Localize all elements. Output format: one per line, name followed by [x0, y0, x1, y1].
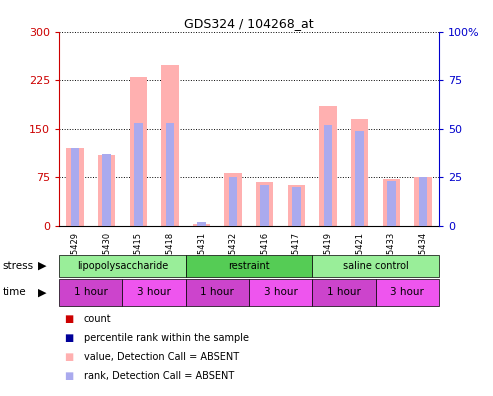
- Bar: [197, 222, 206, 226]
- Title: GDS324 / 104268_at: GDS324 / 104268_at: [184, 17, 314, 30]
- Bar: [166, 123, 174, 226]
- Bar: [351, 119, 368, 226]
- Text: 1 hour: 1 hour: [327, 287, 361, 297]
- Text: stress: stress: [2, 261, 34, 271]
- Bar: [59, 255, 186, 277]
- Text: 1 hour: 1 hour: [200, 287, 234, 297]
- Text: 3 hour: 3 hour: [137, 287, 171, 297]
- Bar: [161, 65, 178, 226]
- Bar: [59, 279, 122, 306]
- Bar: [376, 279, 439, 306]
- Text: value, Detection Call = ABSENT: value, Detection Call = ABSENT: [84, 352, 239, 362]
- Bar: [134, 123, 142, 226]
- Bar: [98, 154, 115, 226]
- Text: ▶: ▶: [38, 261, 46, 271]
- Bar: [70, 148, 79, 226]
- Text: ■: ■: [64, 314, 73, 324]
- Bar: [193, 224, 210, 226]
- Bar: [419, 177, 427, 226]
- Text: saline control: saline control: [343, 261, 408, 271]
- Bar: [66, 148, 84, 226]
- Bar: [260, 185, 269, 226]
- Bar: [355, 131, 364, 226]
- Bar: [312, 279, 376, 306]
- Text: 3 hour: 3 hour: [264, 287, 298, 297]
- Text: restraint: restraint: [228, 261, 270, 271]
- Text: 3 hour: 3 hour: [390, 287, 424, 297]
- Bar: [249, 279, 312, 306]
- Bar: [186, 279, 249, 306]
- Bar: [186, 255, 312, 277]
- Text: ■: ■: [64, 352, 73, 362]
- Bar: [319, 106, 337, 226]
- Text: rank, Detection Call = ABSENT: rank, Detection Call = ABSENT: [84, 371, 234, 381]
- Text: 1 hour: 1 hour: [74, 287, 108, 297]
- Text: ■: ■: [64, 371, 73, 381]
- Text: ■: ■: [64, 333, 73, 343]
- Text: time: time: [2, 287, 26, 297]
- Text: count: count: [84, 314, 111, 324]
- Bar: [102, 154, 111, 226]
- Bar: [256, 182, 274, 226]
- Bar: [324, 125, 332, 226]
- Bar: [414, 177, 432, 226]
- Bar: [387, 181, 396, 226]
- Text: ▶: ▶: [38, 287, 46, 297]
- Bar: [383, 179, 400, 226]
- Bar: [224, 173, 242, 226]
- Bar: [122, 279, 186, 306]
- Text: percentile rank within the sample: percentile rank within the sample: [84, 333, 249, 343]
- Bar: [312, 255, 439, 277]
- Bar: [292, 187, 301, 226]
- Text: lipopolysaccharide: lipopolysaccharide: [77, 261, 168, 271]
- Bar: [288, 185, 305, 226]
- Bar: [130, 77, 147, 226]
- Bar: [229, 177, 238, 226]
